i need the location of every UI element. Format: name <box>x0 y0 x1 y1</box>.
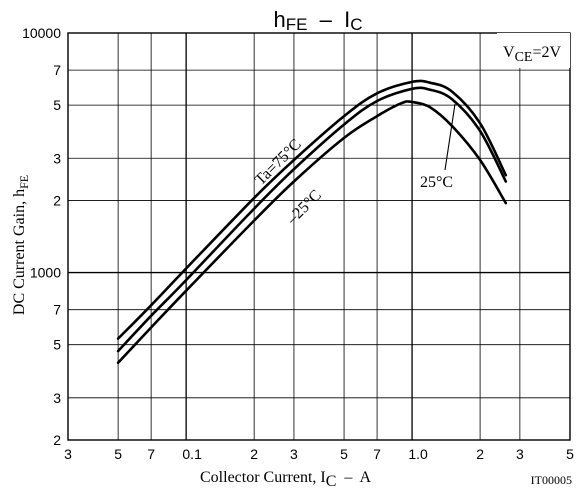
y-tick-label-3: 7 <box>53 302 61 318</box>
label-ta-75c: Ta=75°C <box>252 136 305 189</box>
chart-title-h: h <box>273 7 285 32</box>
x-tick-label-4: 2 <box>250 446 258 462</box>
plot-frame <box>67 32 571 441</box>
y-tick-label-7: 5 <box>53 97 61 113</box>
curves <box>116 79 508 365</box>
x-tick-label-8: 1.0 <box>408 446 428 462</box>
x-tick-label-10: 3 <box>516 446 524 462</box>
condition-value: =2V <box>532 44 561 61</box>
y-axis-title-main: DC Current Gain, h <box>11 189 28 315</box>
x-tick-label-9: 2 <box>476 446 484 462</box>
condition-label: VCE=2V <box>503 44 561 65</box>
figure-id: IT00005 <box>531 473 572 487</box>
y-tick-labels: 2 3 5 7 1000 2 3 5 7 10000 <box>22 25 61 448</box>
condition-sub: CE <box>515 50 533 65</box>
y-axis-title: DC Current Gain, hFE <box>11 175 31 315</box>
y-tick-label-1: 3 <box>53 390 61 406</box>
x-axis-title-unit: – A <box>336 469 371 486</box>
series-line-1 <box>116 86 508 353</box>
x-tick-labels: 3 5 7 0.1 2 3 5 7 1.0 2 3 5 <box>64 446 574 462</box>
x-tick-label-5: 3 <box>290 446 298 462</box>
y-tick-label-5: 2 <box>53 192 61 208</box>
x-axis-title-main: Collector Current, I <box>200 469 326 486</box>
chart-title-sep: – <box>307 7 344 32</box>
x-tick-label-3: 0.1 <box>182 446 202 462</box>
y-tick-label-4: 1000 <box>30 265 61 281</box>
grid-lines <box>68 33 570 440</box>
chart-title: hFE – IC <box>273 7 362 34</box>
x-axis-title-sub: C <box>326 473 337 490</box>
label-25c-leader <box>444 103 456 171</box>
x-tick-label-0: 3 <box>64 446 72 462</box>
y-tick-label-0: 2 <box>53 432 61 448</box>
x-tick-label-2: 7 <box>147 446 155 462</box>
series-line-0 <box>116 79 508 340</box>
label-25c: 25°C <box>420 174 453 191</box>
series-line-2 <box>116 100 508 365</box>
x-axis-title: Collector Current, IC – A <box>200 469 372 490</box>
x-tick-label-6: 5 <box>340 446 348 462</box>
label-minus25c: –25°C <box>283 187 325 229</box>
y-axis-title-sub: FE <box>17 175 31 189</box>
label-25c-bg <box>417 170 467 192</box>
x-tick-label-1: 5 <box>114 446 122 462</box>
y-tick-label-6: 3 <box>53 150 61 166</box>
chart-title-h-sub: FE <box>286 15 308 34</box>
y-tick-label-2: 5 <box>53 337 61 353</box>
y-tick-label-8: 7 <box>53 62 61 78</box>
y-tick-label-9: 10000 <box>22 25 61 41</box>
condition-box <box>497 33 570 68</box>
chart-title-i: I <box>344 7 350 32</box>
x-tick-label-11: 5 <box>566 446 574 462</box>
chart-title-i-sub: C <box>350 15 362 34</box>
condition-v: V <box>503 44 515 61</box>
x-tick-label-7: 7 <box>373 446 381 462</box>
